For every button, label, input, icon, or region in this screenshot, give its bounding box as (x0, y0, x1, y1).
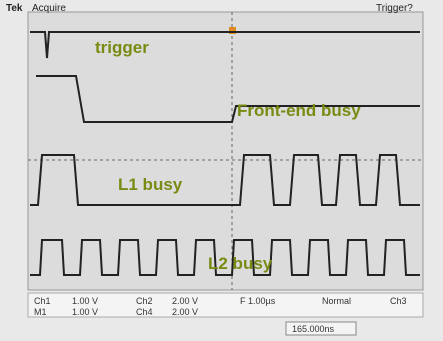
channel-scale: 2.00 V (172, 296, 198, 306)
trigger-offset: 165.000ns (292, 324, 335, 334)
channel: M1 (34, 307, 47, 317)
signal-label: L2 busy (208, 254, 273, 273)
channel: Ch1 (34, 296, 51, 306)
timebase: F 1.00µs (240, 296, 276, 306)
signal-label: trigger (95, 38, 149, 57)
channel: Ch2 (136, 296, 153, 306)
trigger-source: Ch3 (390, 296, 407, 306)
channel-scale: 2.00 V (172, 307, 198, 317)
trigger-status: Trigger? (376, 3, 413, 14)
channel: Ch4 (136, 307, 153, 317)
channel-scale: 1.00 V (72, 307, 98, 317)
signal-label: L1 busy (118, 175, 183, 194)
brand: Tek (6, 3, 23, 14)
signal-label: Front-end busy (237, 101, 361, 120)
trigger-mode: Normal (322, 296, 351, 306)
mode: Acquire (32, 3, 66, 14)
screen (28, 12, 423, 290)
scope-screenshot: Tek Acquire Trigger? trigger Front-end b… (0, 0, 443, 341)
channel-scale: 1.00 V (72, 296, 98, 306)
